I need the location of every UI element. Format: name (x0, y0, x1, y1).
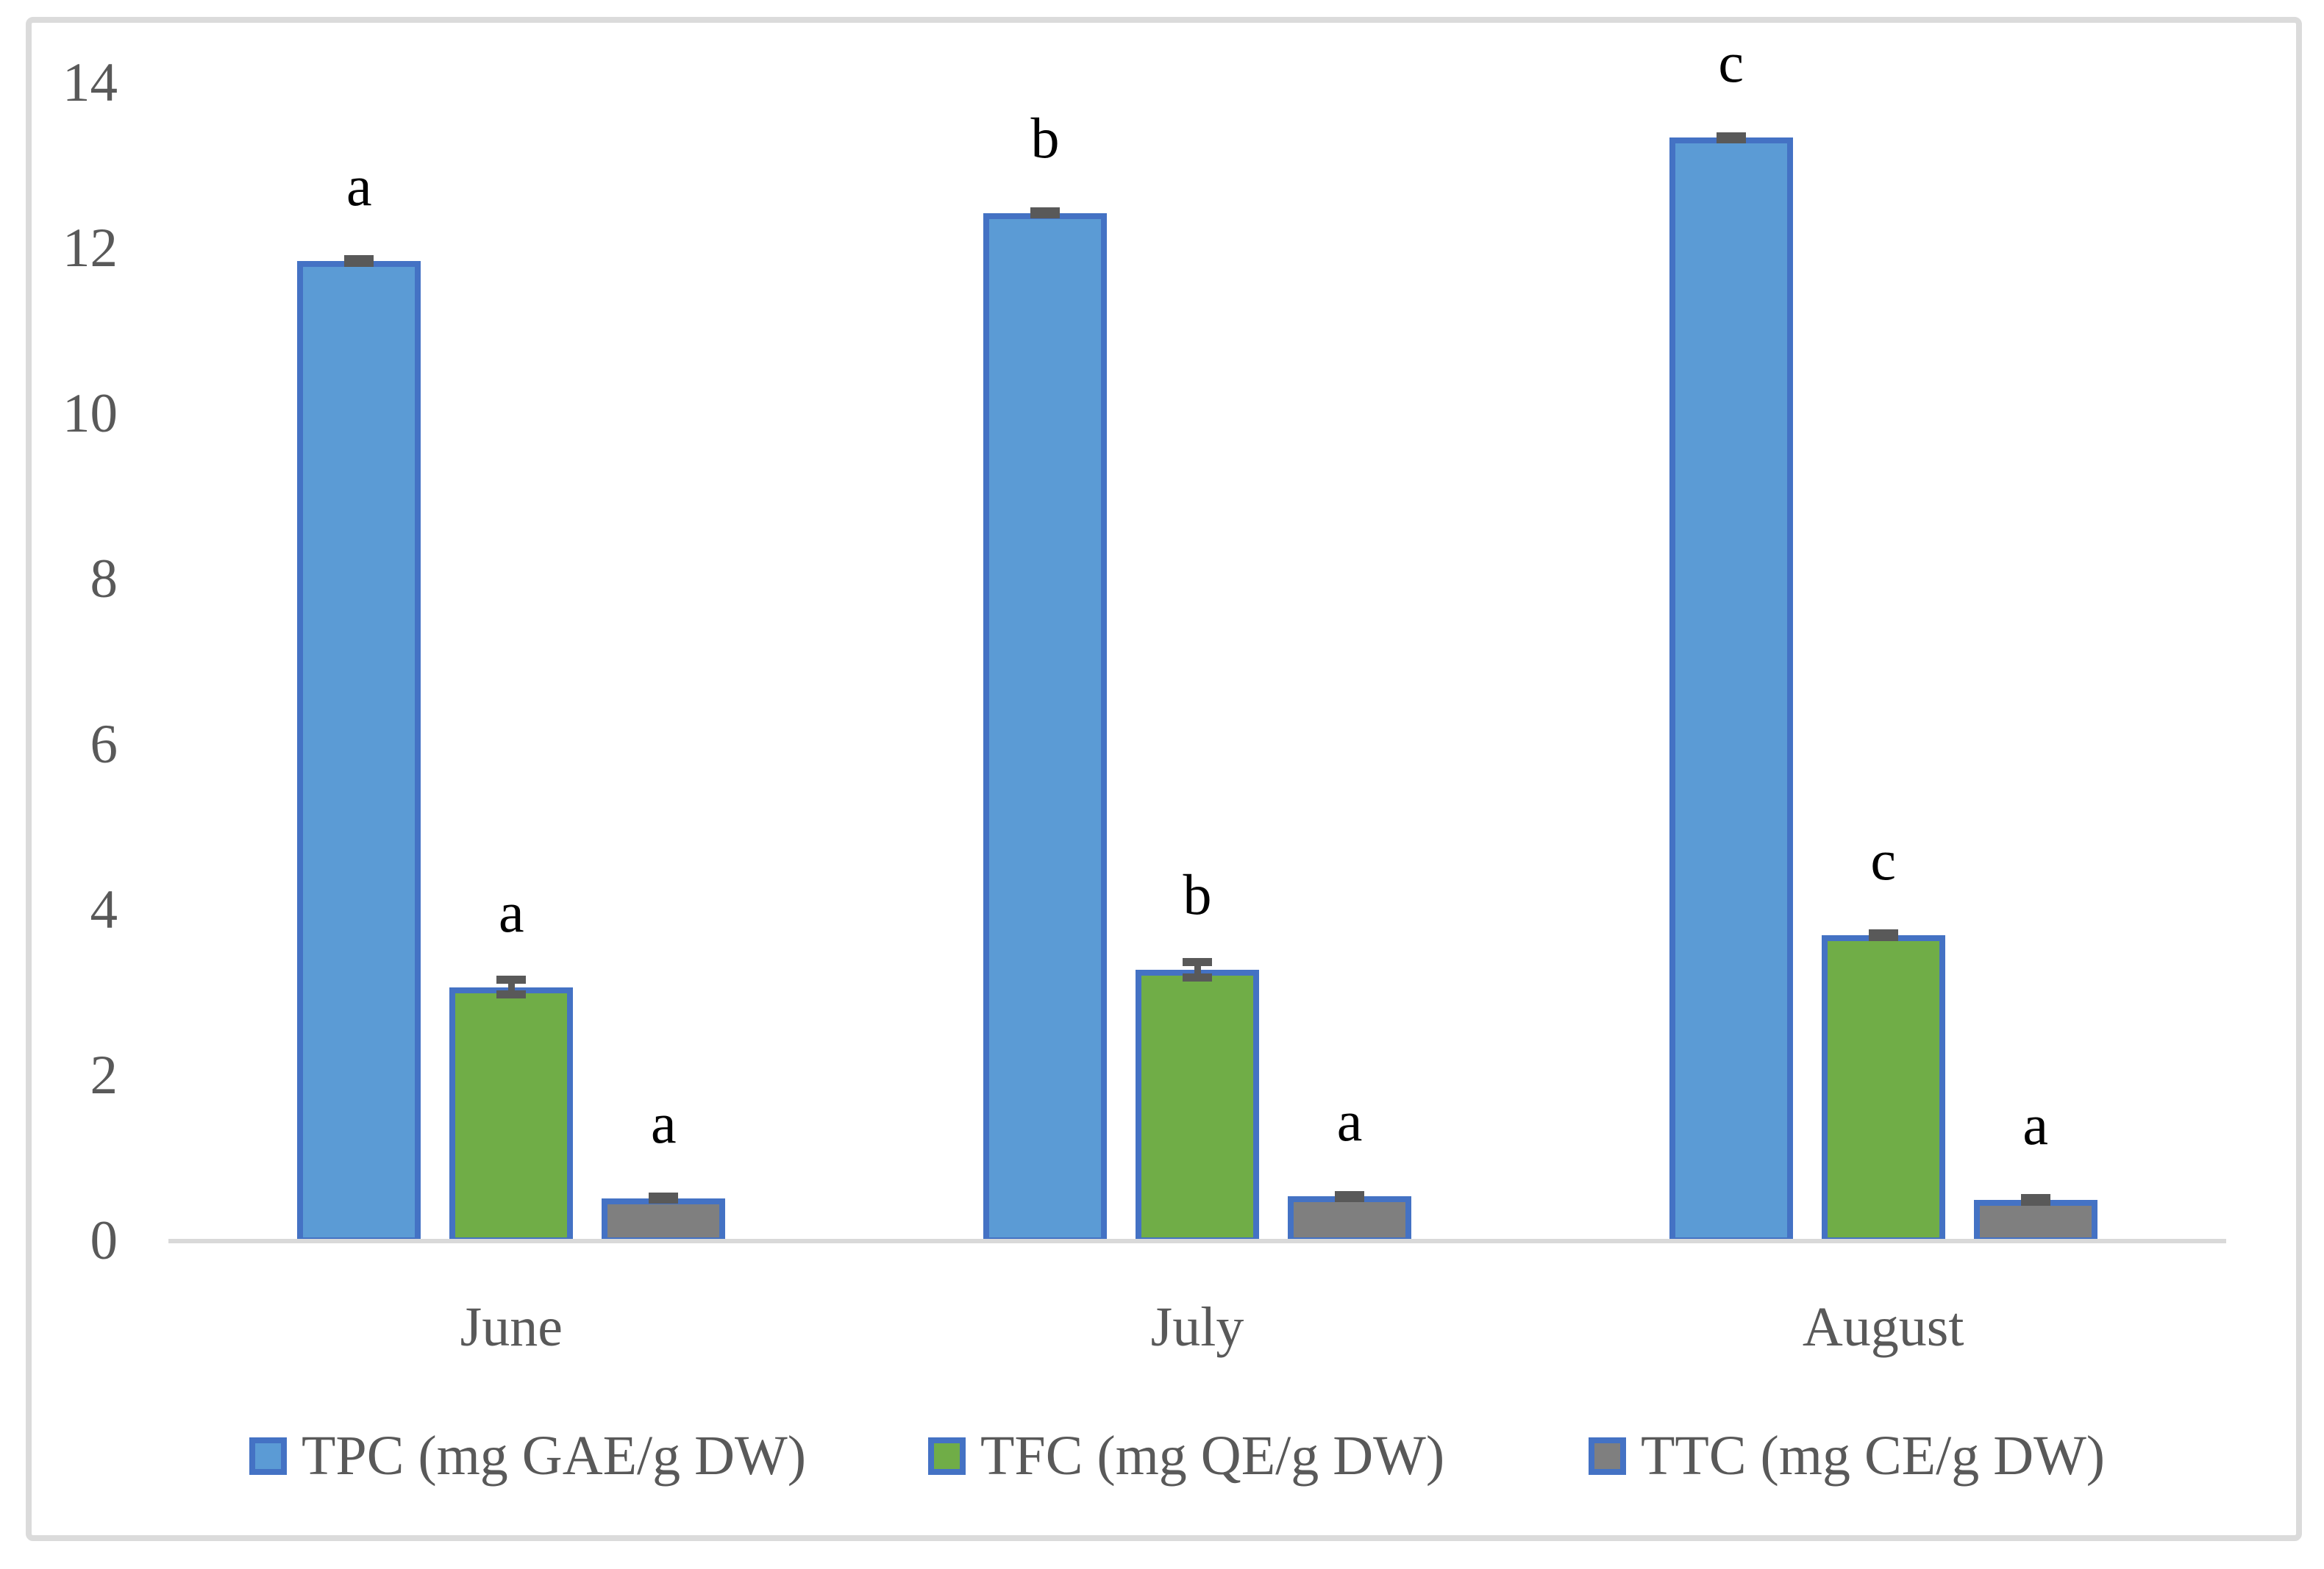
error-bar-line (507, 979, 515, 995)
x-axis-label-june: June (460, 1296, 563, 1358)
error-bar-bottom-cap (2020, 1197, 2050, 1206)
error-bar-bottom-cap (1716, 135, 1746, 143)
error-bar-bottom-cap (1335, 1194, 1364, 1202)
significance-letter: a (2022, 1092, 2048, 1157)
x-axis-line (168, 1239, 2226, 1243)
significance-letter: c (1718, 30, 1744, 95)
x-axis-label-july: July (1150, 1296, 1244, 1358)
error-bar-bottom-cap (496, 990, 527, 999)
legend-swatch-icon (249, 1437, 287, 1475)
legend-swatch-icon (1589, 1437, 1626, 1475)
bar-ttc-june (602, 1198, 726, 1243)
legend-label: TTC (mg CE/g DW) (1641, 1425, 2106, 1487)
significance-letter: b (1183, 862, 1212, 926)
y-axis-tick-label-4: 4 (90, 879, 118, 940)
legend-label: TFC (mg QE/g DW) (980, 1425, 1445, 1487)
bar-tpc-june (297, 260, 421, 1243)
bar-tfc-june (449, 987, 574, 1243)
y-axis-tick-label-2: 2 (90, 1045, 118, 1106)
y-axis-tick-label-8: 8 (90, 548, 118, 610)
figure-frame-border (26, 17, 2302, 1541)
error-bar-line (1194, 962, 1201, 978)
bar-tfc-august (1821, 934, 1945, 1243)
significance-letter: a (346, 153, 372, 218)
y-axis-tick-label-10: 10 (63, 383, 118, 444)
bar-tpc-july (983, 212, 1107, 1243)
bar-tfc-july (1136, 970, 1259, 1243)
x-axis-label-august: August (1802, 1296, 1964, 1358)
y-axis-tick-label-6: 6 (90, 714, 118, 775)
error-bar-bottom-cap (649, 1195, 679, 1204)
bar-tpc-august (1669, 137, 1793, 1243)
legend-item-tfc: TFC (mg QE/g DW) (928, 1426, 1444, 1485)
legend-item-tpc: TPC (mg GAE/g DW) (249, 1426, 806, 1485)
error-bar-top-cap (1183, 958, 1212, 967)
bar-ttc-august (1973, 1199, 2097, 1243)
significance-letter: a (1336, 1089, 1363, 1154)
y-axis-tick-label-0: 0 (90, 1210, 118, 1271)
error-bar-top-cap (496, 976, 527, 984)
y-axis-tick-label-12: 12 (63, 218, 118, 279)
significance-letter: a (651, 1090, 677, 1155)
significance-letter: a (499, 879, 524, 944)
error-bar-bottom-cap (1868, 932, 1898, 941)
error-bar-bottom-cap (1183, 973, 1212, 982)
error-bar-bottom-cap (344, 258, 374, 267)
error-bar-bottom-cap (1030, 210, 1060, 219)
y-axis-tick-label-14: 14 (63, 52, 118, 113)
legend-item-ttc: TTC (mg CE/g DW) (1589, 1426, 2105, 1485)
significance-letter: c (1870, 827, 1896, 892)
legend-swatch-icon (928, 1437, 966, 1475)
legend-label: TPC (mg GAE/g DW) (302, 1425, 807, 1487)
significance-letter: b (1030, 105, 1060, 170)
bar-ttc-july (1288, 1196, 1411, 1243)
